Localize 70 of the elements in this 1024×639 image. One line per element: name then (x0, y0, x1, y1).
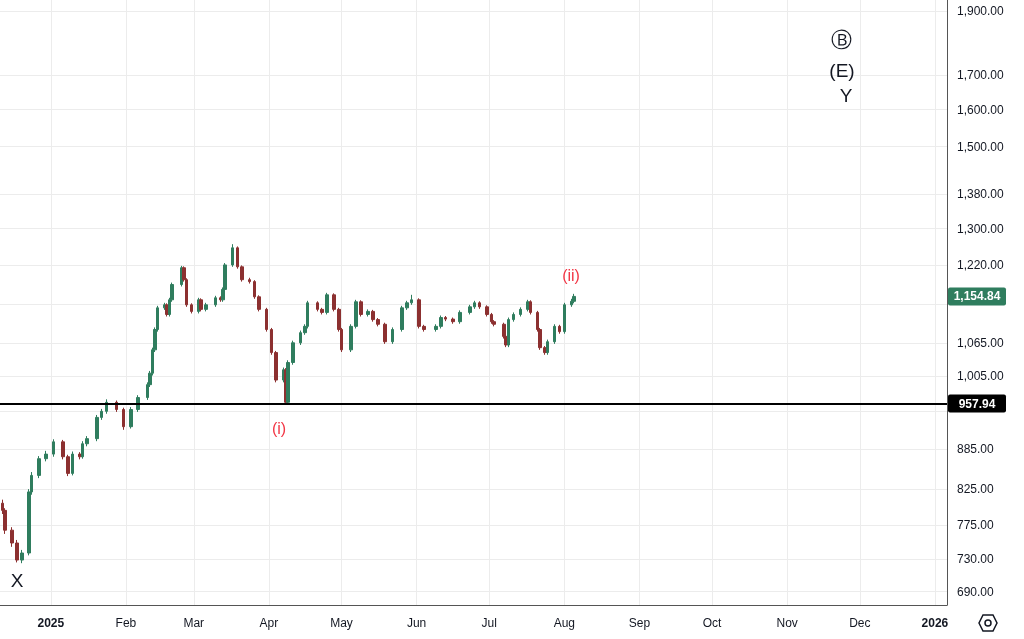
candlestick (129, 406, 133, 430)
candlestick (325, 292, 329, 315)
y-tick-label: 1,220.00 (957, 257, 1005, 272)
annotation: X (10, 569, 24, 591)
x-tick-label: Oct (702, 616, 723, 630)
candlestick (468, 304, 472, 315)
y-tick-label: 1,065.00 (957, 335, 1005, 350)
x-tick-label: 2025 (37, 616, 65, 630)
x-tick-label: Apr (259, 616, 279, 630)
candlestick (519, 306, 522, 318)
y-tick-label: 1,005.00 (957, 369, 1005, 384)
candlestick (507, 317, 510, 348)
candlestick (444, 315, 447, 322)
x-tick-label: Dec (849, 616, 871, 630)
candlestick (512, 311, 515, 323)
candlestick (122, 407, 125, 431)
candlestick (451, 317, 455, 325)
candlestick (204, 302, 208, 312)
candlestick (190, 302, 193, 314)
candlestick (383, 322, 387, 345)
y-tick-label: 825.00 (957, 482, 995, 497)
candlestick (558, 324, 561, 335)
candlestick (546, 339, 549, 356)
candlestick (265, 307, 268, 333)
y-tick-label: 1,500.00 (957, 139, 1005, 154)
y-tick-label: 730.00 (957, 552, 995, 567)
y-tick-label: 1,700.00 (957, 67, 1005, 82)
annotation: (i) (271, 419, 287, 437)
annotation: (E) (829, 59, 855, 81)
candlestick (458, 309, 462, 325)
candlestick (570, 298, 573, 308)
candlestick (572, 293, 576, 304)
x-tick-label: Feb (115, 616, 137, 630)
y-tick-label: 1,300.00 (957, 221, 1005, 236)
x-tick-label: 2026 (921, 616, 949, 630)
candlestick (553, 323, 556, 345)
candlestick (563, 302, 566, 335)
candlestick (52, 438, 55, 458)
y-tick-label: 1,600.00 (957, 102, 1005, 117)
x-tick-label: Jul (481, 616, 497, 630)
annotation: Ⓑ (830, 27, 852, 51)
y-tick-label: 885.00 (957, 441, 995, 456)
y-tick-label: 1,900.00 (957, 4, 1005, 19)
x-tick-label: Mar (183, 616, 205, 630)
candlestick (71, 451, 74, 476)
annotation: Y (839, 84, 853, 106)
annotation: (ii) (562, 266, 580, 284)
candlestick (248, 277, 251, 285)
candlestick (391, 326, 394, 345)
candlestick (78, 451, 82, 460)
x-tick-label: Sep (628, 616, 651, 630)
candlestick (44, 450, 48, 462)
candlestick (37, 455, 41, 479)
candlestick (231, 243, 234, 268)
x-tick-label: May (330, 616, 353, 630)
x-tick-label: Aug (553, 616, 575, 630)
candlestick (366, 308, 370, 318)
ref-line-label: 957.94 (958, 396, 996, 411)
candlestick (219, 295, 222, 303)
candlestick (214, 295, 217, 308)
y-tick-label: 775.00 (957, 517, 995, 532)
candlestick (20, 549, 24, 564)
y-tick-label: 690.00 (957, 584, 995, 599)
candlestick (478, 300, 481, 310)
candlestick (529, 299, 532, 315)
text: 1,154.84 (953, 289, 1001, 304)
y-tick-label: 1,380.00 (957, 187, 1005, 202)
candlestick (359, 299, 363, 318)
x-tick-label: Nov (776, 616, 798, 630)
x-tick-label: Jun (406, 616, 427, 630)
